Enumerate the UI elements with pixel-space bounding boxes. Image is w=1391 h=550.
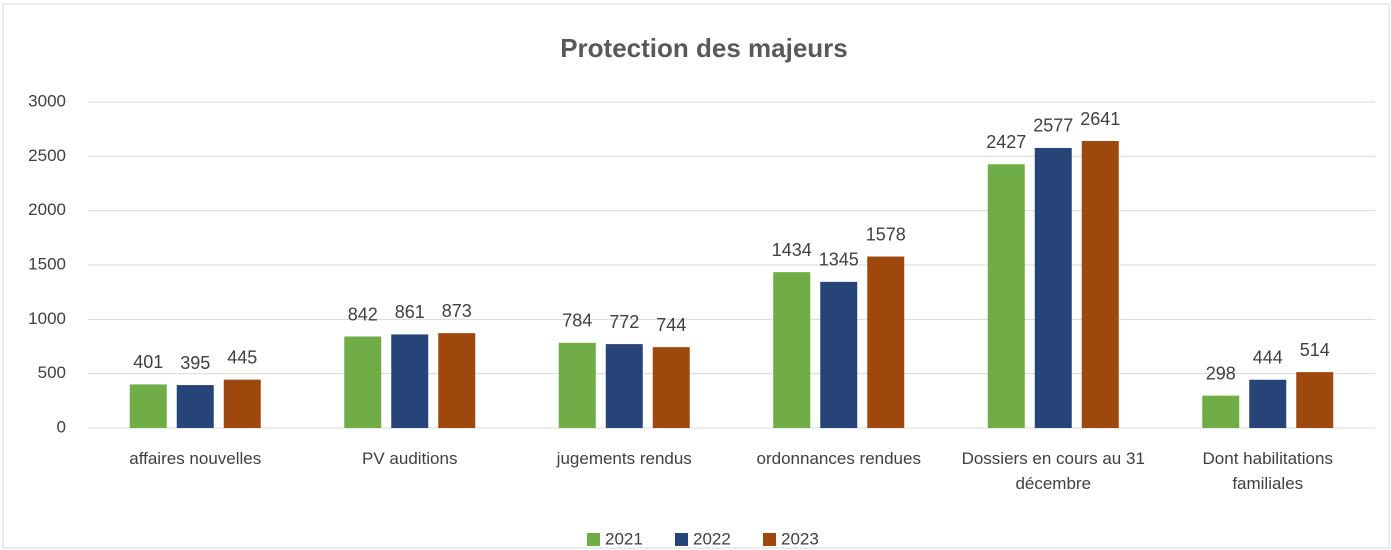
data-label: 744 (656, 315, 686, 335)
bar (1081, 141, 1119, 428)
chart-title: Protection des majeurs (560, 33, 848, 63)
data-label: 444 (1253, 348, 1283, 368)
data-label: 861 (395, 302, 425, 322)
bar (820, 281, 858, 428)
x-tick-label: Dossiers en cours au 31 décembre (961, 449, 1145, 493)
x-tick-label: jugements rendus (556, 449, 692, 468)
legend-swatch (763, 533, 776, 546)
legend-label: 2023 (781, 529, 819, 548)
data-label: 395 (180, 353, 210, 373)
bar (1249, 379, 1287, 428)
bar (1296, 372, 1334, 428)
x-tick-label: Dont habilitations familiales (1202, 449, 1333, 493)
legend-swatch (587, 533, 600, 546)
x-tick-label: ordonnances rendues (756, 449, 921, 468)
bar (391, 334, 429, 428)
y-tick-label: 500 (38, 363, 66, 382)
bar (1034, 147, 1072, 428)
y-tick-label: 1000 (28, 309, 66, 328)
data-label: 514 (1300, 340, 1330, 360)
bar (987, 164, 1025, 429)
data-label: 772 (609, 312, 639, 332)
data-label: 873 (442, 301, 472, 321)
y-tick-label: 2000 (28, 200, 66, 219)
data-label: 1434 (772, 240, 812, 260)
data-label: 2577 (1033, 116, 1073, 136)
data-label: 842 (348, 304, 378, 324)
bar (867, 256, 905, 428)
chart-border (2, 3, 1390, 549)
bar (438, 333, 476, 428)
data-label: 2641 (1080, 109, 1120, 129)
y-tick-label: 3000 (28, 91, 66, 110)
x-tick-label: affaires nouvelles (129, 449, 262, 468)
data-label: 1578 (866, 224, 906, 244)
y-tick-label: 0 (57, 417, 66, 436)
bar (773, 272, 811, 428)
legend-label: 2021 (605, 529, 643, 548)
y-tick-label: 2500 (28, 146, 66, 165)
legend-label: 2022 (693, 529, 731, 548)
data-label: 1345 (819, 250, 859, 270)
bar (344, 336, 382, 428)
y-tick-label: 1500 (28, 254, 66, 273)
legend-swatch (675, 533, 688, 546)
bar (223, 379, 261, 428)
bar (558, 342, 596, 428)
bar (605, 344, 643, 428)
bar (1202, 395, 1240, 428)
bar (176, 385, 214, 428)
data-label: 784 (562, 311, 592, 331)
bar (652, 347, 690, 428)
bar (129, 384, 167, 428)
data-label: 298 (1206, 363, 1236, 383)
data-label: 445 (227, 347, 257, 367)
data-label: 2427 (986, 132, 1026, 152)
x-tick-label: PV auditions (362, 449, 458, 468)
data-label: 401 (133, 352, 163, 372)
